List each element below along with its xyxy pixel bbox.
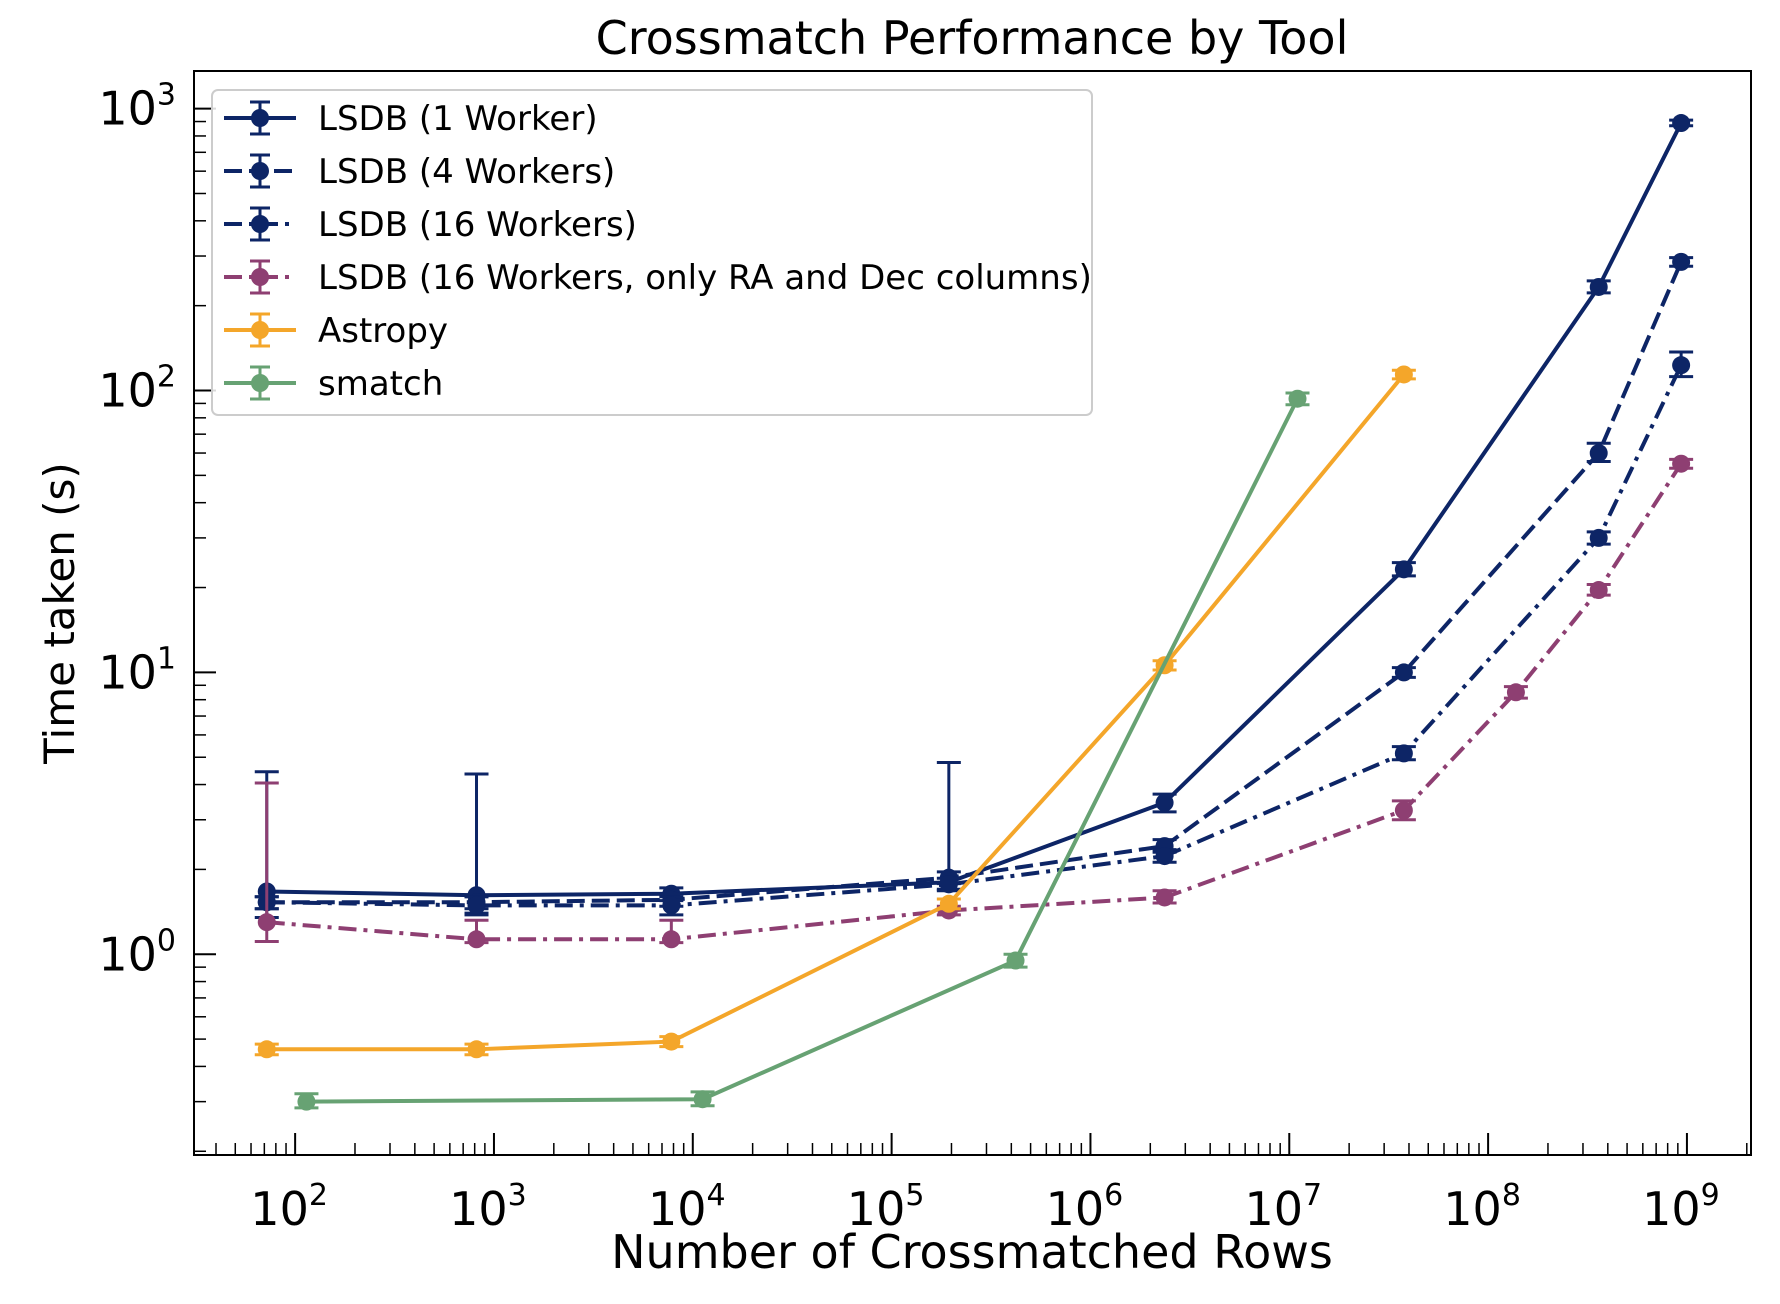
y-tick-label: 102 xyxy=(98,360,176,418)
x-tick-label: 109 xyxy=(1642,1178,1720,1236)
legend-marker xyxy=(251,321,269,339)
y-axis-label: Time taken (s) xyxy=(35,462,84,765)
data-point xyxy=(1394,365,1413,384)
series-line xyxy=(266,373,1406,1052)
x-tick-label: 104 xyxy=(648,1178,726,1236)
plot-frame xyxy=(193,70,1752,1156)
data-point xyxy=(467,896,486,915)
x-axis-label: Number of Crossmatched Rows xyxy=(611,1225,1333,1279)
legend: LSDB (1 Worker) LSDB (4 Workers) LSDB (16 … xyxy=(211,89,1093,416)
data-point xyxy=(1155,847,1174,866)
data-point xyxy=(1506,683,1525,702)
data-point xyxy=(257,1040,276,1059)
data-point xyxy=(662,1032,681,1051)
series-3 xyxy=(254,454,1694,949)
series-line xyxy=(306,397,1300,1104)
data-point xyxy=(662,930,681,949)
x-tick-label: 103 xyxy=(449,1178,527,1236)
data-point xyxy=(1672,114,1691,133)
data-point xyxy=(1672,454,1691,473)
data-point xyxy=(297,1092,316,1111)
data-point xyxy=(693,1090,712,1109)
series-line xyxy=(266,462,1683,942)
x-tick-label: 105 xyxy=(847,1178,925,1236)
data-point xyxy=(939,875,958,894)
data-point xyxy=(1394,663,1413,682)
x-tick-label: 106 xyxy=(1046,1178,1124,1236)
data-point xyxy=(1589,444,1608,463)
data-point xyxy=(467,930,486,949)
legend-marker xyxy=(251,109,269,127)
legend-marker xyxy=(251,162,269,180)
legend-entry: LSDB (1 Worker) xyxy=(224,99,598,139)
data-point xyxy=(1288,389,1307,408)
axis-ticks: 102 103 104 105 106 107 108 109 100 101 102 103 xyxy=(98,78,1748,1236)
legend-label: LSDB (1 Worker) xyxy=(318,99,598,139)
legend-box xyxy=(211,89,1093,416)
data-point xyxy=(1672,252,1691,271)
x-tick-label: 102 xyxy=(250,1178,328,1236)
legend-entry: Astropy xyxy=(224,311,448,351)
legend-marker xyxy=(251,374,269,392)
y-tick-label: 100 xyxy=(98,923,176,981)
series-line xyxy=(266,261,1683,905)
y-tick-label: 103 xyxy=(98,78,176,136)
legend-label: Astropy xyxy=(318,311,448,351)
x-tick-label: 107 xyxy=(1244,1178,1322,1236)
legend-entry: LSDB (16 Workers, only RA and Dec column… xyxy=(224,258,1092,298)
data-point xyxy=(1394,560,1413,579)
data-point xyxy=(662,896,681,915)
data-point xyxy=(1589,277,1608,296)
data-point xyxy=(1006,951,1025,970)
legend-entry: LSDB (16 Workers) xyxy=(224,205,637,245)
data-point xyxy=(1589,581,1608,600)
series-line xyxy=(266,122,1683,898)
data-point xyxy=(1155,793,1174,812)
series-2 xyxy=(254,350,1694,917)
chart-title: Crossmatch Performance by Tool xyxy=(596,11,1349,65)
legend-label: LSDB (16 Workers) xyxy=(318,205,637,245)
series-line xyxy=(266,364,1683,908)
data-point xyxy=(939,894,958,913)
data-point xyxy=(1589,528,1608,547)
x-tick-label: 108 xyxy=(1443,1178,1521,1236)
legend-label: LSDB (16 Workers, only RA and Dec column… xyxy=(318,258,1092,298)
data-point xyxy=(257,913,276,932)
y-tick-label: 101 xyxy=(98,641,176,699)
legend-entry: LSDB (4 Workers) xyxy=(224,152,615,192)
data-point xyxy=(1672,356,1691,375)
legend-label: LSDB (4 Workers) xyxy=(318,152,615,192)
legend-marker xyxy=(251,268,269,286)
data-point xyxy=(1155,888,1174,907)
plot-area xyxy=(254,114,1694,1111)
series-4 xyxy=(254,365,1416,1059)
data-point xyxy=(1394,744,1413,763)
data-point xyxy=(1394,801,1413,820)
legend-marker xyxy=(251,215,269,233)
legend-entry: smatch xyxy=(224,364,443,404)
data-point xyxy=(467,1040,486,1059)
series-5 xyxy=(294,389,1310,1111)
legend-label: smatch xyxy=(318,364,443,404)
